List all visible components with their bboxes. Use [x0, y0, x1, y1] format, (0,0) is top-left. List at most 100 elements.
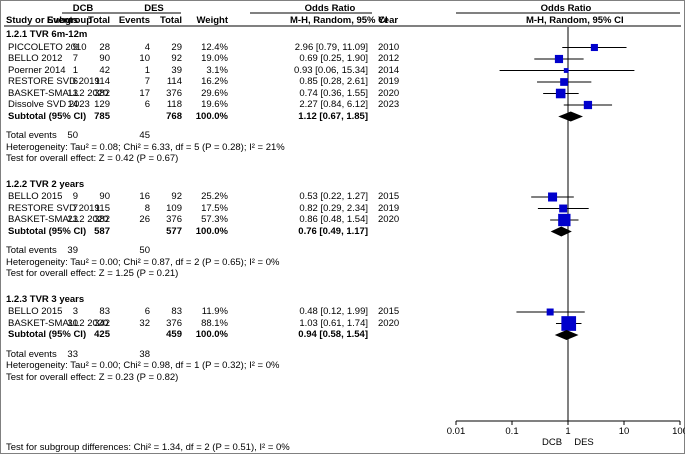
study-year: 2015: [378, 191, 400, 202]
heterogeneity-text: Heterogeneity: Tau² = 0.00; Chi² = 0.87,…: [6, 256, 280, 268]
study-events-dcb: 14: [67, 99, 78, 110]
study-or-ci: 0.85 [0.28, 2.61]: [299, 76, 368, 87]
study-total-des: 92: [171, 191, 182, 202]
subtotal-diamond: [554, 330, 579, 340]
study-total-des: 39: [171, 64, 182, 76]
study-weight: 19.0%: [201, 53, 228, 64]
study-events-des: 7: [144, 76, 150, 87]
study-events-des: 4: [144, 41, 150, 53]
study-name: RESTORE SVD 2019: [8, 202, 100, 214]
study-events-des: 10: [139, 53, 150, 64]
study-total-des: 118: [166, 99, 182, 110]
study-or-ci: 0.53 [0.22, 1.27]: [299, 191, 368, 202]
study-effect-marker: [590, 43, 598, 52]
study-events-des: 26: [139, 214, 150, 225]
subtotal-weight: 100.0%: [195, 329, 228, 340]
study-total-dcb: 83: [99, 306, 110, 317]
study-weight: 25.2%: [201, 191, 228, 202]
subtotal-label: Subtotal (95% CI): [8, 329, 87, 340]
header-plot-title: Odds Ratio: [540, 3, 592, 14]
study-total-dcb: 129: [94, 99, 110, 110]
subtotal-weight: 100.0%: [195, 110, 228, 122]
study-total-dcb: 382: [94, 214, 110, 225]
study-weight: 29.6%: [201, 87, 228, 99]
x-axis-tick-label: 10: [618, 426, 630, 437]
study-total-des: 376: [166, 214, 182, 225]
x-axis-tick-label: 0.1: [505, 426, 519, 437]
study-events-des: 16: [139, 191, 150, 202]
study-name: BASKET-SMALL2 2020: [8, 87, 109, 99]
study-events-dcb: 13: [67, 87, 78, 99]
header-plot-sub: M-H, Random, 95% CI: [526, 15, 624, 26]
study-total-dcb: 28: [99, 41, 110, 53]
total-events-label: Total events: [6, 348, 57, 360]
study-weight: 19.6%: [201, 99, 228, 110]
overall-effect-text: Test for overall effect: Z = 0.23 (P = 0…: [6, 371, 179, 383]
study-name: BASKET-SMALL2 2020: [8, 214, 109, 225]
study-year: 2019: [378, 202, 400, 214]
subgroup-title: 1.2.2 TVR 2 years: [6, 178, 85, 190]
study-effect-marker: [583, 100, 593, 110]
study-events-des: 8: [144, 202, 150, 214]
study-or-ci: 0.82 [0.29, 2.34]: [299, 202, 368, 214]
study-effect-marker: [561, 316, 577, 331]
study-weight: 88.1%: [201, 317, 228, 329]
total-events-des: 45: [139, 130, 150, 141]
study-total-des: 376: [166, 317, 182, 329]
overall-effect-text: Test for overall effect: Z = 0.42 (P = 0…: [6, 153, 179, 164]
study-year: 2014: [378, 64, 400, 76]
study-year: 2020: [378, 317, 400, 329]
subgroup-differences-text: Test for subgroup differences: Chi² = 1.…: [6, 442, 290, 453]
header-group1: DCB: [72, 3, 94, 14]
study-total-dcb: 382: [94, 87, 110, 99]
header-group2: DES: [144, 3, 164, 14]
study-total-des: 114: [166, 76, 182, 87]
study-weight: 12.4%: [201, 41, 228, 53]
subtotal-label: Subtotal (95% CI): [8, 110, 87, 122]
study-events-dcb: 30: [67, 317, 78, 329]
total-events-dcb: 39: [67, 245, 78, 256]
heterogeneity-text: Heterogeneity: Tau² = 0.08; Chi² = 6.33,…: [6, 141, 285, 153]
study-year: 2019: [378, 76, 400, 87]
overall-effect-text: Test for overall effect: Z = 1.25 (P = 0…: [6, 268, 179, 279]
study-or-ci: 0.69 [0.25, 1.90]: [299, 53, 368, 64]
study-name: BELLO 2015: [8, 191, 63, 202]
header-or-sub: M-H, Random, 95% CI: [290, 15, 388, 26]
study-name: PICCOLETO 2010: [8, 41, 87, 53]
subtotal-total-dcb: 785: [94, 110, 110, 122]
study-events-des: 6: [144, 306, 150, 317]
header-events1: Events: [46, 15, 78, 26]
study-total-des: 29: [171, 41, 182, 53]
x-axis-tick-label: 1: [565, 426, 571, 437]
study-total-dcb: 42: [99, 64, 110, 76]
subtotal-weight: 100.0%: [195, 225, 228, 237]
study-weight: 3.1%: [206, 64, 228, 76]
study-events-dcb: 1: [72, 64, 78, 76]
study-events-des: 6: [144, 99, 150, 110]
total-events-label: Total events: [6, 245, 57, 256]
study-year: 2012: [378, 53, 400, 64]
study-total-des: 92: [171, 53, 182, 64]
study-weight: 16.2%: [201, 76, 228, 87]
study-events-des: 1: [144, 64, 150, 76]
total-events-dcb: 33: [67, 348, 78, 360]
study-effect-marker: [559, 204, 568, 213]
study-total-des: 109: [166, 202, 182, 214]
header-events2: Events: [118, 15, 150, 26]
subgroup-title: 1.2.3 TVR 3 years: [6, 293, 85, 305]
study-or-ci: 2.96 [0.79, 11.09]: [294, 41, 368, 53]
study-total-dcb: 342: [94, 317, 110, 329]
study-events-des: 32: [139, 317, 150, 329]
study-effect-marker: [563, 68, 569, 73]
study-events-dcb: 3: [72, 306, 78, 317]
study-effect-marker: [548, 192, 558, 202]
study-name: Poerner 2014: [8, 64, 66, 76]
header-or-title: Odds Ratio: [304, 3, 356, 14]
total-events-des: 38: [139, 348, 150, 360]
study-year: 2023: [378, 99, 400, 110]
study-weight: 17.5%: [201, 202, 228, 214]
study-or-ci: 0.86 [0.48, 1.54]: [299, 214, 368, 225]
subtotal-label: Subtotal (95% CI): [8, 225, 87, 237]
study-or-ci: 0.74 [0.36, 1.55]: [299, 87, 368, 99]
subtotal-total-dcb: 587: [94, 225, 110, 237]
